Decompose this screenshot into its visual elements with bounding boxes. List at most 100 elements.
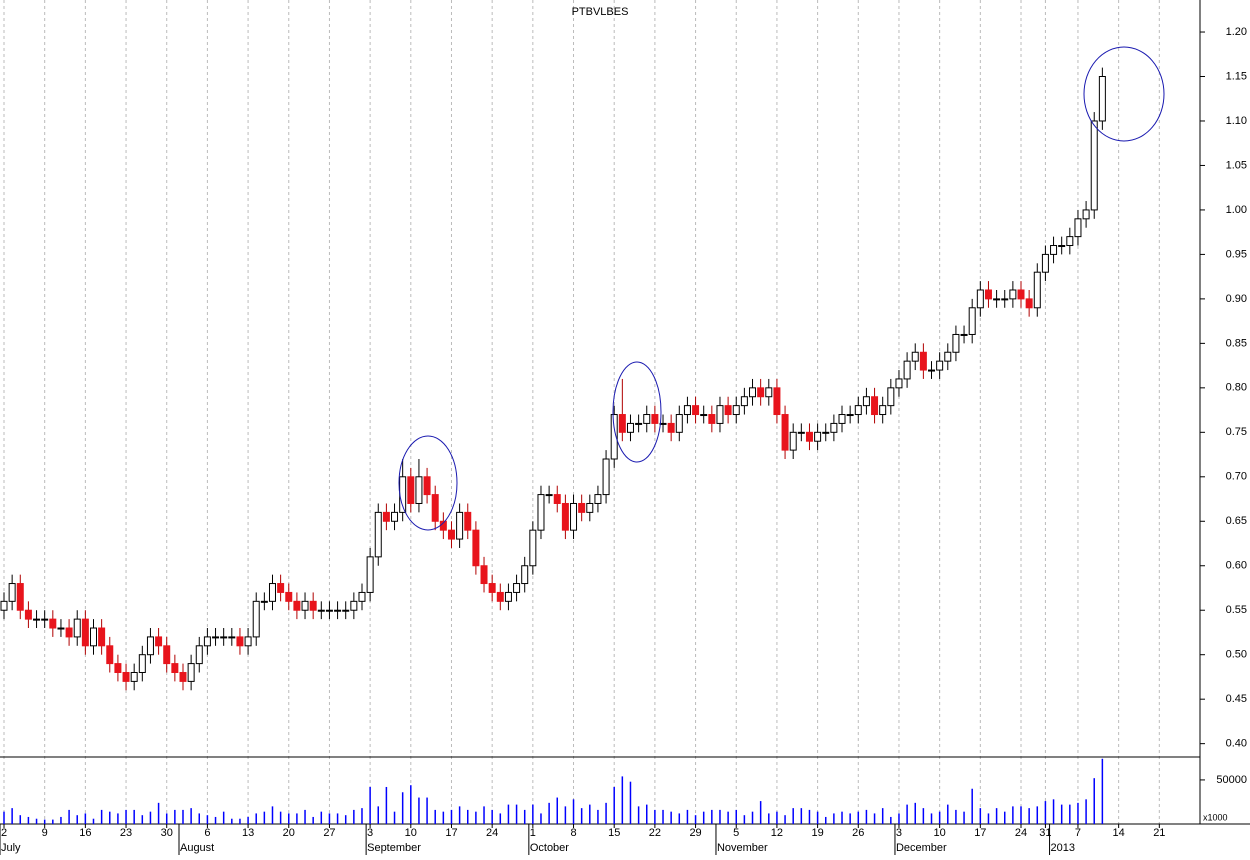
candle-body xyxy=(553,494,561,504)
candle-body xyxy=(529,529,537,567)
candle-body xyxy=(578,502,586,513)
y-tick-label: 0.70 xyxy=(1226,471,1247,483)
candle-body xyxy=(740,396,748,407)
candle-body xyxy=(561,502,569,531)
y-tick-label: 0.55 xyxy=(1226,604,1247,616)
candle-body xyxy=(862,396,870,407)
candle-body xyxy=(984,289,992,300)
candle-body xyxy=(496,591,504,602)
x-tick-label: 19 xyxy=(811,827,823,839)
candle-body xyxy=(789,431,797,451)
candle-body xyxy=(830,422,838,433)
candle-body xyxy=(203,636,211,647)
candle-body xyxy=(114,663,122,673)
candle-body xyxy=(643,414,651,424)
candle-body xyxy=(1090,120,1098,211)
x-tick-label: 8 xyxy=(570,827,576,839)
y-tick-label: 0.75 xyxy=(1226,426,1247,438)
y-tick-label: 0.65 xyxy=(1226,515,1247,527)
x-tick-label: 27 xyxy=(323,827,335,839)
candle-body xyxy=(871,396,879,416)
candle-body xyxy=(822,431,830,434)
candle-body xyxy=(447,529,455,540)
candle-body xyxy=(610,414,618,460)
candle-body xyxy=(757,387,765,398)
x-tick-label: 17 xyxy=(974,827,986,839)
candle-body xyxy=(692,405,700,416)
x-tick-label: 23 xyxy=(120,827,132,839)
month-label: September xyxy=(367,842,421,854)
candle-body xyxy=(1098,76,1106,122)
candle-body xyxy=(781,414,789,451)
y-tick-label: 1.00 xyxy=(1226,204,1247,216)
candle-body xyxy=(244,636,252,647)
month-label: December xyxy=(896,842,947,854)
candle-body xyxy=(33,618,41,621)
month-label: 2013 xyxy=(1051,842,1075,854)
candle-body xyxy=(73,618,81,638)
candle-body xyxy=(838,414,846,424)
x-tick-label: 12 xyxy=(771,827,783,839)
candle-body xyxy=(814,431,822,442)
candle-body xyxy=(350,600,358,611)
candle-body xyxy=(732,405,740,416)
x-tick-label: 31 xyxy=(1039,827,1051,839)
candle-body xyxy=(545,494,553,497)
candle-body xyxy=(586,502,594,513)
candle-body xyxy=(391,511,399,522)
candle-body xyxy=(228,636,236,639)
candle-body xyxy=(220,636,228,639)
candle-body xyxy=(472,529,480,567)
x-tick-label: 15 xyxy=(608,827,620,839)
month-label: July xyxy=(1,842,21,854)
candle-body xyxy=(480,565,488,585)
y-tick-label: 0.95 xyxy=(1226,248,1247,260)
candle-body xyxy=(89,627,97,647)
candle-body xyxy=(456,511,464,540)
candle-body xyxy=(993,298,1001,301)
y-tick-label: 0.85 xyxy=(1226,337,1247,349)
highlight-circle xyxy=(1083,46,1165,142)
x-tick-label: 1 xyxy=(530,827,536,839)
x-tick-label: 17 xyxy=(445,827,457,839)
candle-body xyxy=(1001,298,1009,301)
candle-body xyxy=(724,405,732,416)
x-tick-label: 26 xyxy=(852,827,864,839)
candle-body xyxy=(334,609,342,612)
x-tick-label: 3 xyxy=(896,827,902,839)
candle-body xyxy=(602,458,610,496)
y-tick-label: 0.80 xyxy=(1226,382,1247,394)
candle-body xyxy=(374,511,382,558)
y-tick-label: 0.50 xyxy=(1226,649,1247,661)
candle-body xyxy=(65,627,73,638)
candle-body xyxy=(594,494,602,504)
month-label: August xyxy=(180,842,214,854)
x-tick-label: 16 xyxy=(79,827,91,839)
y-tick-label: 1.05 xyxy=(1226,159,1247,171)
volume-unit-label: x1000 xyxy=(1203,812,1228,822)
candle-body xyxy=(854,405,862,416)
candle-body xyxy=(1050,245,1058,255)
candle-body xyxy=(708,414,716,424)
candle-body xyxy=(765,387,773,398)
candle-body xyxy=(928,369,936,372)
candle-body xyxy=(1041,253,1049,273)
marks xyxy=(0,67,1106,824)
candle-body xyxy=(41,618,49,621)
candle-body xyxy=(976,289,984,309)
candle-body xyxy=(0,600,8,611)
candle-body xyxy=(285,591,293,602)
x-tick-label: 21 xyxy=(1153,827,1165,839)
candle-body xyxy=(635,422,643,425)
candle-body xyxy=(960,333,968,336)
month-label: October xyxy=(530,842,569,854)
candle-body xyxy=(618,414,626,433)
candle-body xyxy=(268,583,276,602)
candle-body xyxy=(1066,236,1074,247)
y-tick-label: 1.10 xyxy=(1226,115,1247,127)
candle-body xyxy=(49,618,57,629)
x-tick-label: 30 xyxy=(161,827,173,839)
candle-body xyxy=(301,600,309,611)
candle-body xyxy=(570,502,578,531)
